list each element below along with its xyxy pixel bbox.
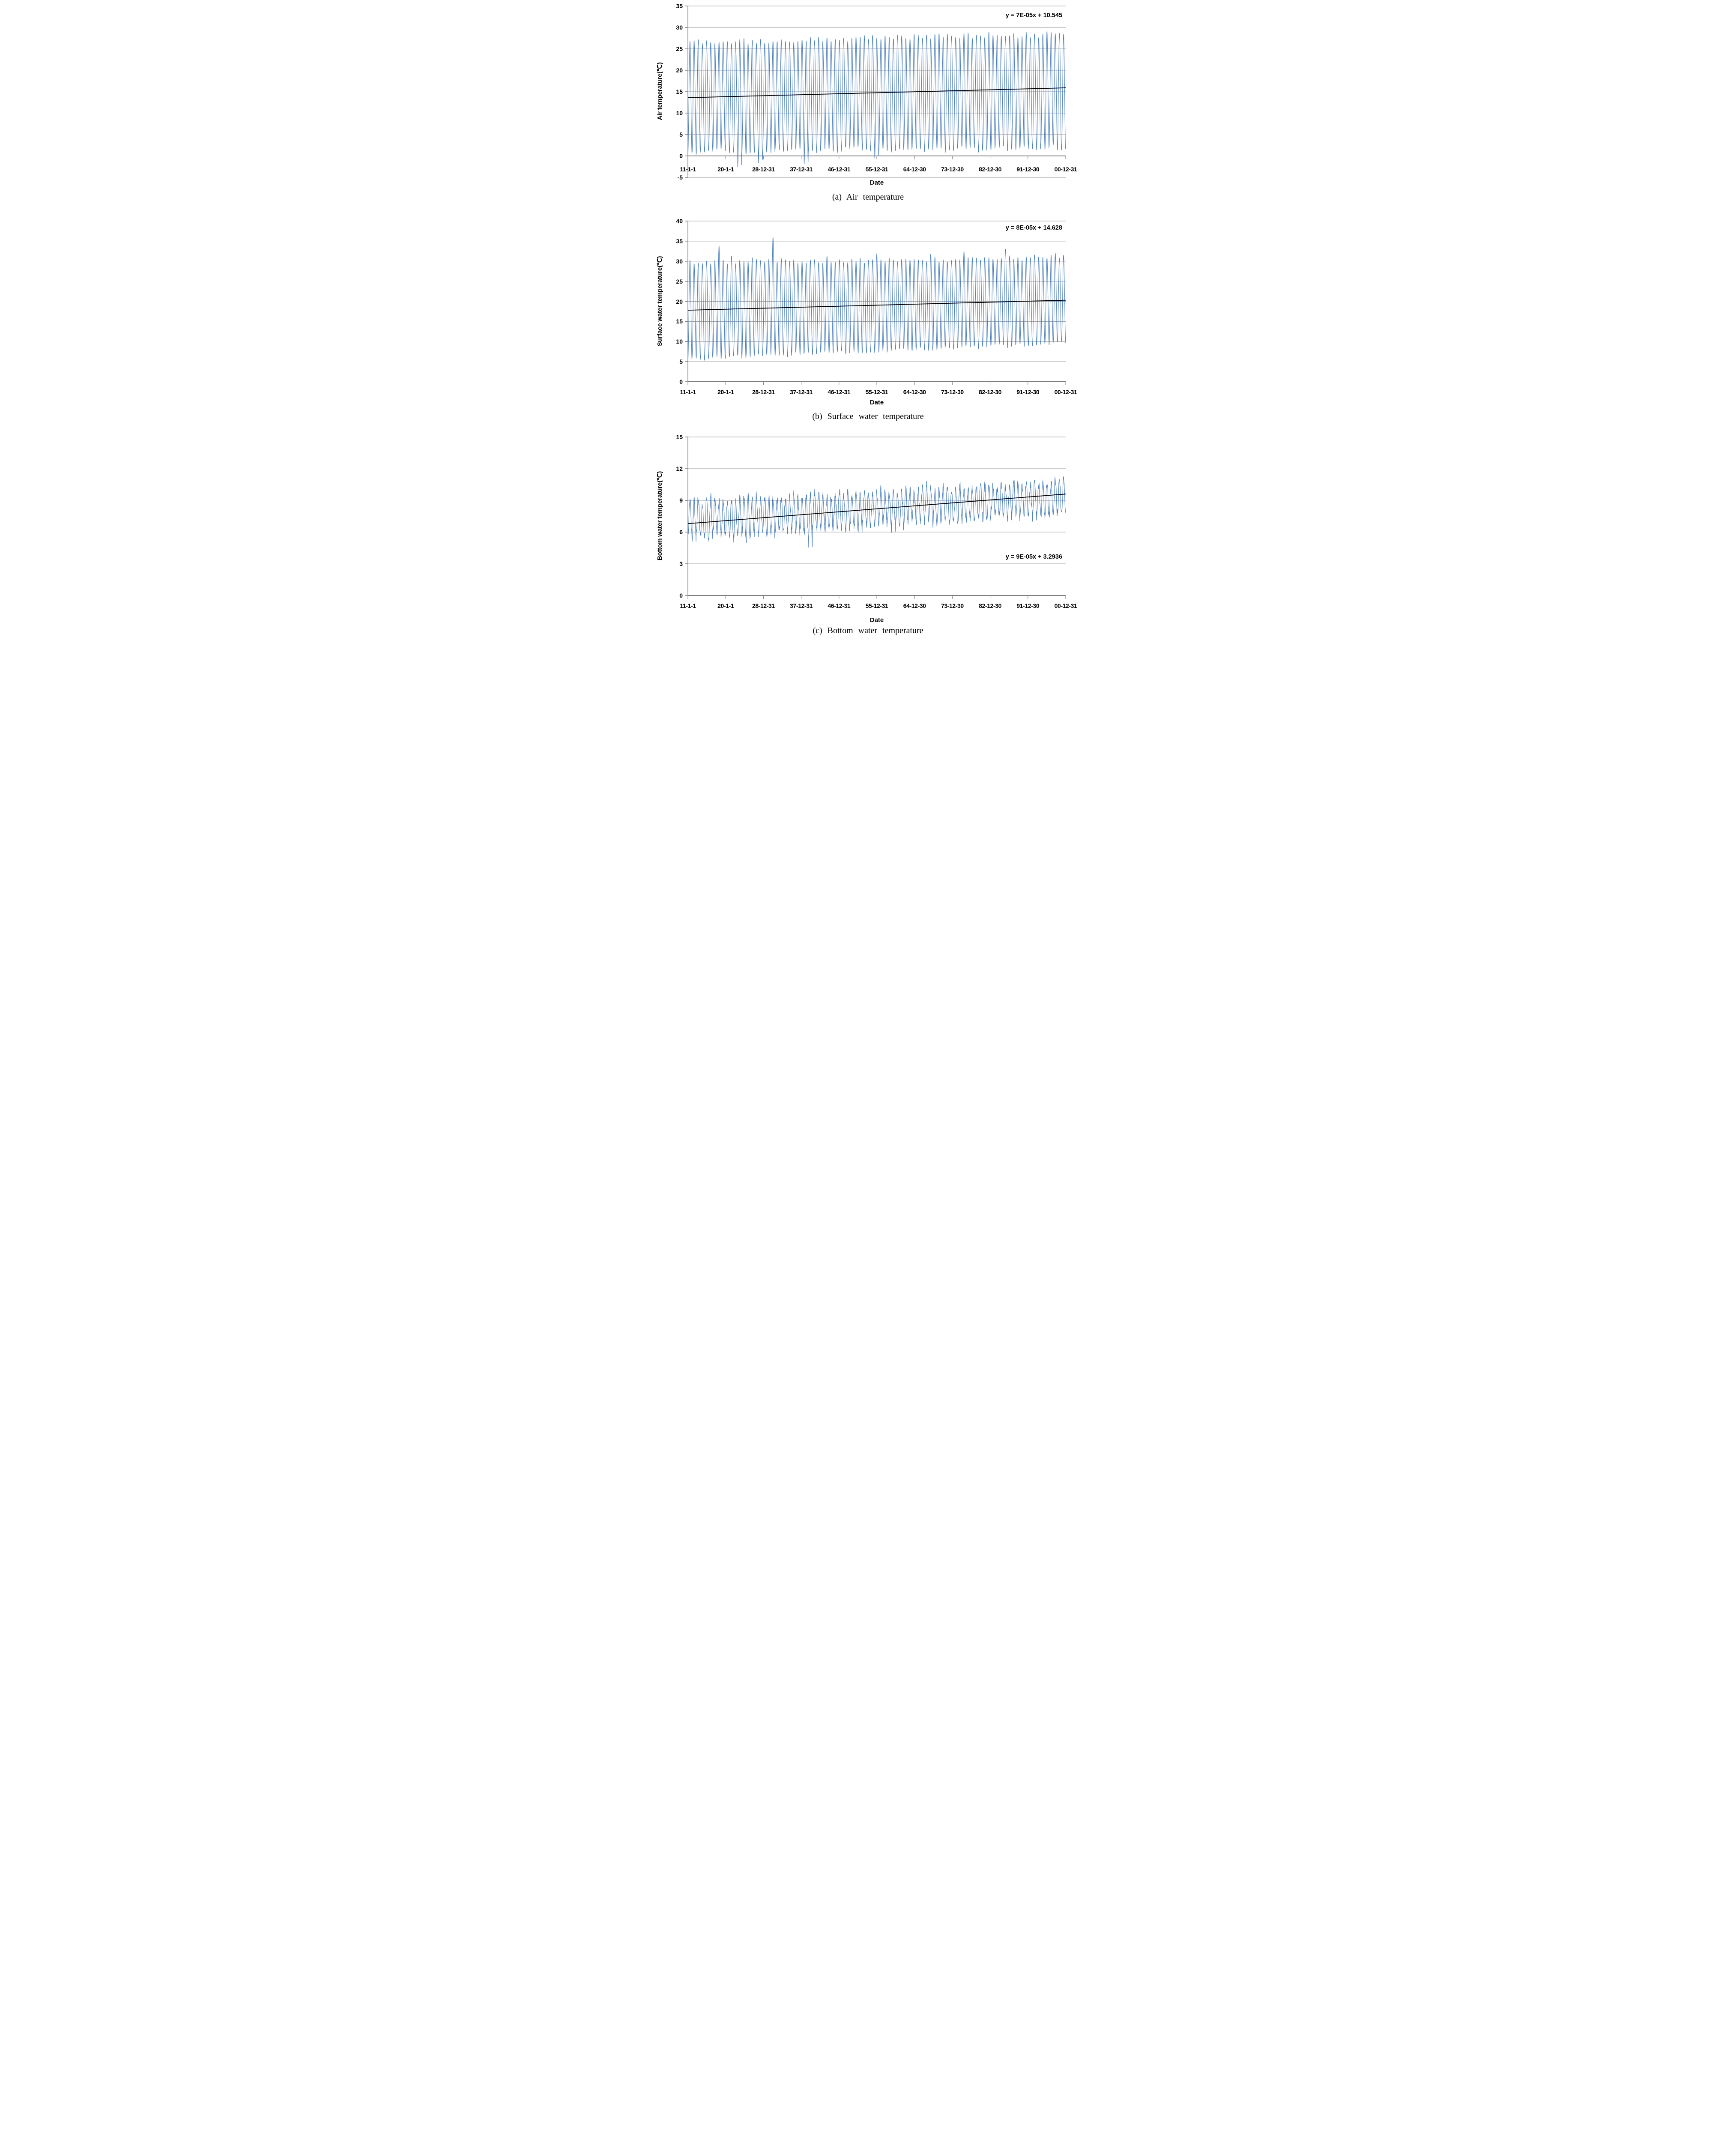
x-axis-tick-labels: 11-1-1 20-1-1 28-12-31 37-12-31 46-12-31 55-1… xyxy=(680,166,1077,174)
x-tick-label: 00-12-31 xyxy=(1054,389,1077,395)
y-tick-label: 20 xyxy=(676,298,683,305)
x-tick-label: 82-12-30 xyxy=(979,166,1002,173)
y-tick-label: -5 xyxy=(677,174,683,181)
linear-trend-line xyxy=(687,299,1066,311)
plot-area xyxy=(685,437,1066,599)
y-tick-label: 30 xyxy=(676,257,683,265)
x-tick-label: 55-12-31 xyxy=(865,389,888,395)
y-tick-label: 35 xyxy=(676,3,683,9)
x-tick-label: 46-12-31 xyxy=(828,166,851,173)
y-tick-label: 15 xyxy=(676,318,683,325)
y-axis-tick-labels: 35 30 25 20 15 10 5 0 -5 xyxy=(651,0,683,214)
y-tick-label: 25 xyxy=(676,45,683,52)
x-axis-tick-labels: 11-1-1 20-1-1 28-12-31 37-12-31 46-12-31 55-1… xyxy=(680,602,1077,610)
temperature-series-line xyxy=(687,31,1066,168)
y-tick-label: 35 xyxy=(676,237,683,245)
x-tick-label: 46-12-31 xyxy=(828,389,851,395)
y-tick-label: 25 xyxy=(676,278,683,285)
panel-caption: (c) Bottom water temperature xyxy=(813,626,923,635)
linear-trend-line xyxy=(687,87,1066,98)
x-tick-label: 20-1-1 xyxy=(717,166,734,173)
y-tick-label: 40 xyxy=(676,218,683,224)
chart-a-air-temperature: Air temperature(℃) 35 30 25 20 15 10 5 0 -5 y = … xyxy=(651,0,1085,214)
x-tick-label: 91-12-30 xyxy=(1016,602,1040,609)
y-tick-label: 0 xyxy=(679,153,683,159)
y-tick-label: 20 xyxy=(676,67,683,74)
x-tick-label: 37-12-31 xyxy=(790,166,813,173)
x-tick-label: 00-12-31 xyxy=(1054,602,1077,609)
x-tick-label: 11-1-1 xyxy=(680,389,696,395)
panel-caption: (b) Surface water temperature xyxy=(812,412,924,421)
y-tick-label: 3 xyxy=(679,560,683,567)
y-tick-label: 9 xyxy=(679,497,683,504)
y-tick-label: 5 xyxy=(679,131,683,138)
plot-area xyxy=(685,6,1066,178)
x-axis-tick-labels: 11-1-1 20-1-1 28-12-31 37-12-31 46-12-31 55-1… xyxy=(680,389,1077,396)
x-tick-label: 28-12-31 xyxy=(752,602,775,609)
y-tick-label: 5 xyxy=(679,358,683,365)
trendline-equation: y = 7E-05x + 10.545 xyxy=(1005,12,1062,19)
y-tick-label: 12 xyxy=(676,465,683,472)
x-axis-title: Date xyxy=(869,616,884,624)
chart-c-bottom-water-temperature: Bottom water temperature(℃) 15 12 9 6 3 0 y =… xyxy=(651,426,1085,638)
y-tick-label: 0 xyxy=(679,378,683,385)
three-panel-temperature-figure: Air temperature(℃) 35 30 25 20 15 10 5 0 -5 y = … xyxy=(651,0,1085,638)
y-axis-tick-labels: 40 35 30 25 20 15 10 5 0 xyxy=(651,214,683,426)
x-tick-label: 73-12-30 xyxy=(941,389,964,395)
x-tick-label: 55-12-31 xyxy=(865,602,888,609)
x-tick-label: 46-12-31 xyxy=(828,602,851,609)
y-tick-label: 30 xyxy=(676,24,683,31)
x-tick-label: 64-12-30 xyxy=(903,389,926,395)
x-tick-label: 37-12-31 xyxy=(790,389,813,395)
x-tick-label: 28-12-31 xyxy=(752,166,775,173)
temperature-series-line xyxy=(687,476,1066,548)
y-axis-tick-labels: 15 12 9 6 3 0 xyxy=(651,426,683,638)
x-tick-label: 73-12-30 xyxy=(941,166,964,173)
x-tick-label: 82-12-30 xyxy=(979,389,1002,395)
x-tick-label: 73-12-30 xyxy=(941,602,964,609)
panel-caption: (a) Air temperature xyxy=(832,192,904,202)
y-tick-label: 15 xyxy=(676,88,683,95)
x-tick-label: 91-12-30 xyxy=(1016,166,1040,173)
linear-trend-line xyxy=(687,494,1066,524)
trendline-equation: y = 8E-05x + 14.628 xyxy=(1005,224,1062,231)
x-tick-label: 28-12-31 xyxy=(752,389,775,395)
x-tick-label: 00-12-31 xyxy=(1054,166,1077,173)
x-tick-label: 64-12-30 xyxy=(903,602,926,609)
x-tick-label: 82-12-30 xyxy=(979,602,1002,609)
x-tick-label: 20-1-1 xyxy=(717,389,734,395)
x-tick-label: 91-12-30 xyxy=(1016,389,1040,395)
x-tick-label: 20-1-1 xyxy=(717,602,734,609)
x-tick-label: 11-1-1 xyxy=(680,166,696,173)
plot-area xyxy=(685,221,1066,385)
y-tick-label: 0 xyxy=(679,592,683,599)
x-tick-label: 11-1-1 xyxy=(680,602,696,609)
x-tick-label: 64-12-30 xyxy=(903,166,926,173)
temperature-series-line xyxy=(687,237,1066,361)
x-tick-label: 55-12-31 xyxy=(865,166,888,173)
y-tick-label: 10 xyxy=(676,110,683,117)
y-tick-label: 6 xyxy=(679,529,683,536)
chart-b-surface-water-temperature: Surface water temperature(℃) 40 35 30 25 20 1… xyxy=(651,214,1085,426)
x-axis-title: Date xyxy=(869,179,884,186)
y-tick-label: 15 xyxy=(676,434,683,440)
x-tick-label: 37-12-31 xyxy=(790,602,813,609)
trendline-equation: y = 9E-05x + 3.2936 xyxy=(1005,553,1062,560)
x-axis-title: Date xyxy=(869,399,884,406)
y-tick-label: 10 xyxy=(676,338,683,345)
